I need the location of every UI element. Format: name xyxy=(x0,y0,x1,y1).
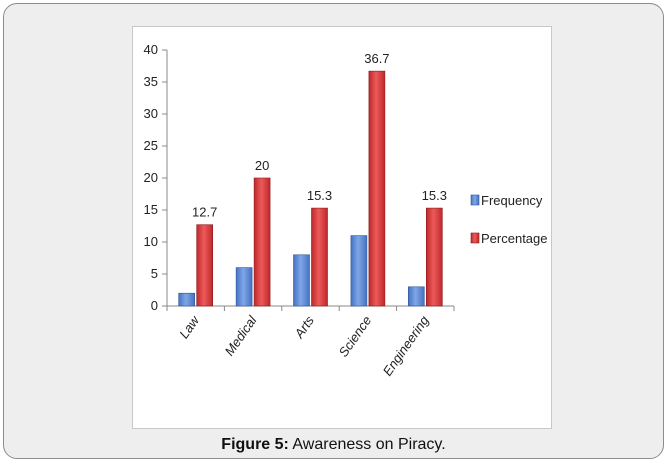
bar-percentage-arts xyxy=(312,208,328,306)
caption-text: Awareness on Piracy. xyxy=(292,436,445,453)
data-label-arts: 15.3 xyxy=(307,188,332,203)
bar-frequency-engineering xyxy=(408,287,424,306)
bar-percentage-engineering xyxy=(426,208,442,306)
caption-label: Figure 5: xyxy=(221,436,289,453)
x-category-label-law: Law xyxy=(176,312,203,341)
y-tick-label: 40 xyxy=(144,42,158,57)
data-label-law: 12.7 xyxy=(192,205,217,220)
x-category-label-medical: Medical xyxy=(222,312,261,358)
bar-percentage-medical xyxy=(254,178,270,306)
bar-frequency-arts xyxy=(294,255,310,306)
bar-percentage-law xyxy=(197,225,213,306)
y-tick-label: 10 xyxy=(144,234,158,249)
y-tick-label: 15 xyxy=(144,202,158,217)
bar-frequency-medical xyxy=(236,268,252,306)
x-category-label-engineering: Engineering xyxy=(380,312,433,378)
y-tick-label: 30 xyxy=(144,106,158,121)
figure-caption: Figure 5: Awareness on Piracy. xyxy=(4,436,663,454)
legend-swatch-frequency xyxy=(471,195,479,205)
y-tick-label: 5 xyxy=(151,266,158,281)
legend-label-frequency: Frequency xyxy=(481,193,543,208)
y-tick-label: 20 xyxy=(144,170,158,185)
x-category-label-arts: Arts xyxy=(291,313,317,342)
legend-label-percentage: Percentage xyxy=(481,231,548,246)
y-tick-label: 35 xyxy=(144,74,158,89)
data-label-medical: 20 xyxy=(255,158,269,173)
bar-chart: 0 5 10 15 20 25 30 35 40 12.7 Law 20 Medical 15.3 Arts… xyxy=(4,4,665,460)
legend-swatch-percentage xyxy=(471,233,479,243)
y-tick-label: 25 xyxy=(144,138,158,153)
x-category-label-science: Science xyxy=(336,313,375,359)
data-label-science: 36.7 xyxy=(364,51,389,66)
y-tick-label: 0 xyxy=(151,298,158,313)
figure-panel: 0 5 10 15 20 25 30 35 40 12.7 Law 20 Medical 15.3 Arts… xyxy=(3,3,664,459)
bar-frequency-science xyxy=(351,236,367,306)
bar-frequency-law xyxy=(179,293,195,306)
bar-percentage-science xyxy=(369,71,385,306)
data-label-engineering: 15.3 xyxy=(422,188,447,203)
